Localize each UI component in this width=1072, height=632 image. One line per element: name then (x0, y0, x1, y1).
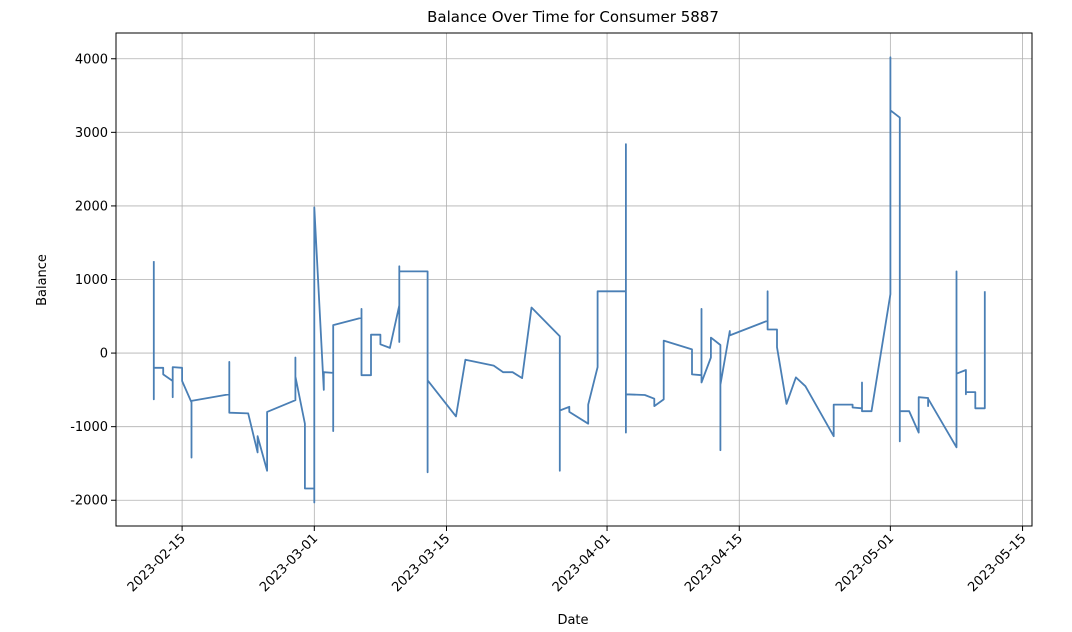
x-tick-label: 2023-02-15 (125, 531, 189, 595)
x-tick-label: 2023-05-15 (965, 531, 1029, 595)
x-axis-ticks: 2023-02-15 2023-03-01 2023-03-15 2023-04-01… (125, 526, 1029, 595)
series-group (152, 56, 986, 504)
y-tick-label: -1000 (70, 420, 108, 435)
chart-title: Balance Over Time for Consumer 5887 (427, 8, 719, 26)
y-tick-label: 0 (100, 347, 108, 362)
x-tick-label: 2023-03-01 (257, 531, 321, 595)
x-axis-label: Date (557, 613, 588, 628)
x-tick-label: 2023-04-01 (550, 531, 614, 595)
x-tick-label: 2023-05-01 (833, 531, 897, 595)
y-tick-label: 2000 (75, 199, 108, 214)
y-tick-label: -2000 (70, 494, 108, 509)
gridlines (116, 33, 1032, 526)
y-tick-label: 4000 (75, 52, 108, 67)
balance-series-line (152, 56, 986, 504)
y-tick-label: 1000 (75, 273, 108, 288)
x-tick-label: 2023-03-15 (389, 531, 453, 595)
y-axis-ticks: -2000 -1000 0 1000 2000 3000 4000 (70, 52, 116, 509)
x-tick-label: 2023-04-15 (682, 531, 746, 595)
y-tick-label: 3000 (75, 126, 108, 141)
y-axis-label: Balance (35, 254, 50, 306)
